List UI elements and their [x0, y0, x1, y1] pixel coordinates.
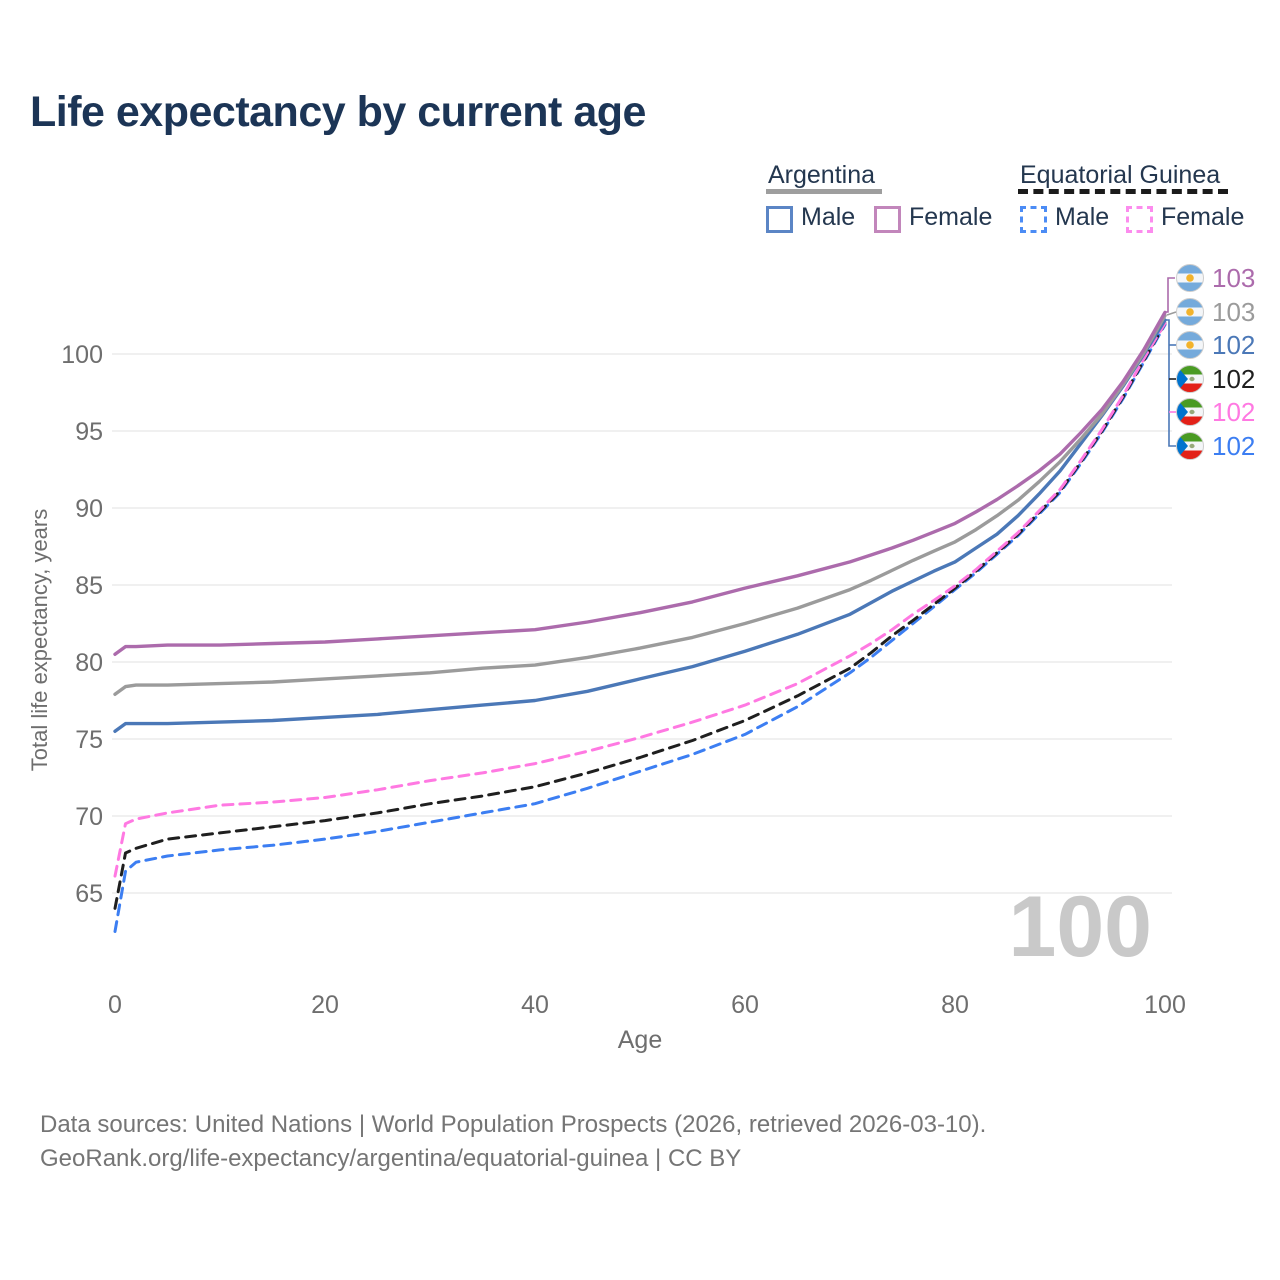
legend-swatch-equatorial-guinea-male[interactable] — [1020, 206, 1047, 233]
coat-of-arms — [1189, 409, 1195, 415]
footer: Data sources: United Nations | World Pop… — [40, 1108, 986, 1176]
series-line-equatorial-guinea-female[interactable] — [113, 321, 1167, 878]
end-value-label: 102 — [1212, 431, 1255, 461]
age-watermark: 100 — [1009, 879, 1153, 975]
x-tick-label: 100 — [1144, 991, 1186, 1019]
y-tick-label: 80 — [75, 649, 103, 677]
legend-label-argentina-male[interactable]: Male — [801, 203, 856, 231]
y-tick-label: 70 — [75, 803, 103, 831]
x-tick-label: 40 — [521, 991, 549, 1019]
coat-of-arms — [1189, 443, 1195, 449]
x-tick-label: 0 — [108, 991, 122, 1019]
legend-swatch-argentina-female[interactable] — [874, 206, 901, 233]
y-tick-label: 100 — [61, 341, 103, 369]
x-tick-label: 20 — [311, 991, 339, 1019]
sun-of-may — [1186, 341, 1194, 349]
legend-equatorial-guinea-underline — [1018, 189, 1228, 194]
end-value-label: 103 — [1212, 263, 1255, 293]
label-connector — [1166, 311, 1177, 316]
series-line-argentina-male[interactable] — [113, 318, 1167, 733]
flag-border — [1176, 432, 1204, 460]
flag-icon-argentina — [1176, 264, 1204, 292]
label-connector — [1165, 319, 1176, 447]
end-value-label: 102 — [1212, 330, 1255, 360]
flag-border — [1176, 264, 1204, 292]
legend-label-equatorial-guinea-female[interactable]: Female — [1161, 203, 1245, 231]
legend-swatch-equatorial-guinea-female[interactable] — [1126, 206, 1153, 233]
y-tick-label: 65 — [75, 880, 103, 908]
flag-border — [1176, 298, 1204, 326]
legend-label-equatorial-guinea-male[interactable]: Male — [1055, 203, 1110, 231]
series-line-equatorial-guinea-both-sexes[interactable] — [113, 321, 1167, 910]
legend-group-argentina-label: Argentina — [768, 161, 876, 189]
label-connector — [1165, 277, 1175, 313]
y-axis-title: Total life expectancy, years — [27, 509, 52, 772]
y-tick-label: 95 — [75, 418, 103, 446]
end-value-label: 103 — [1212, 297, 1255, 327]
flag-border — [1176, 331, 1204, 359]
x-axis-title: Age — [618, 1026, 662, 1054]
end-value-label: 102 — [1212, 397, 1255, 427]
series-line-equatorial-guinea-male[interactable] — [113, 323, 1167, 933]
coat-of-arms — [1189, 376, 1195, 382]
flag-icon-equatorial-guinea — [1176, 365, 1204, 393]
page-title: Life expectancy by current age — [30, 88, 646, 136]
legend-label-argentina-female[interactable]: Female — [909, 203, 993, 231]
legend-argentina-underline — [766, 189, 882, 194]
x-tick-label: 60 — [731, 991, 759, 1019]
flag-border — [1176, 365, 1204, 393]
flag-border — [1176, 398, 1204, 426]
flag-icon-argentina — [1176, 298, 1204, 326]
sun-of-may — [1186, 274, 1194, 282]
flag-icon-equatorial-guinea — [1176, 432, 1204, 460]
legend-group-equatorial-guinea-label: Equatorial Guinea — [1020, 161, 1221, 189]
georank-link[interactable]: GeoRank.org/life-expectancy/argentina/eq… — [40, 1145, 742, 1172]
legend-swatch-argentina-male[interactable] — [766, 206, 793, 233]
series-line-argentina-female[interactable] — [113, 310, 1167, 656]
flag-icon-argentina — [1176, 331, 1204, 359]
y-tick-label: 75 — [75, 726, 103, 754]
data-sources-text: Data sources: United Nations | World Pop… — [40, 1111, 987, 1138]
end-value-label: 102 — [1212, 364, 1255, 394]
flag-icon-equatorial-guinea — [1176, 398, 1204, 426]
series-line-argentina-both-sexes[interactable] — [113, 313, 1167, 696]
y-tick-label: 85 — [75, 572, 103, 600]
x-tick-label: 80 — [941, 991, 969, 1019]
sun-of-may — [1186, 308, 1194, 316]
y-tick-label: 90 — [75, 495, 103, 523]
